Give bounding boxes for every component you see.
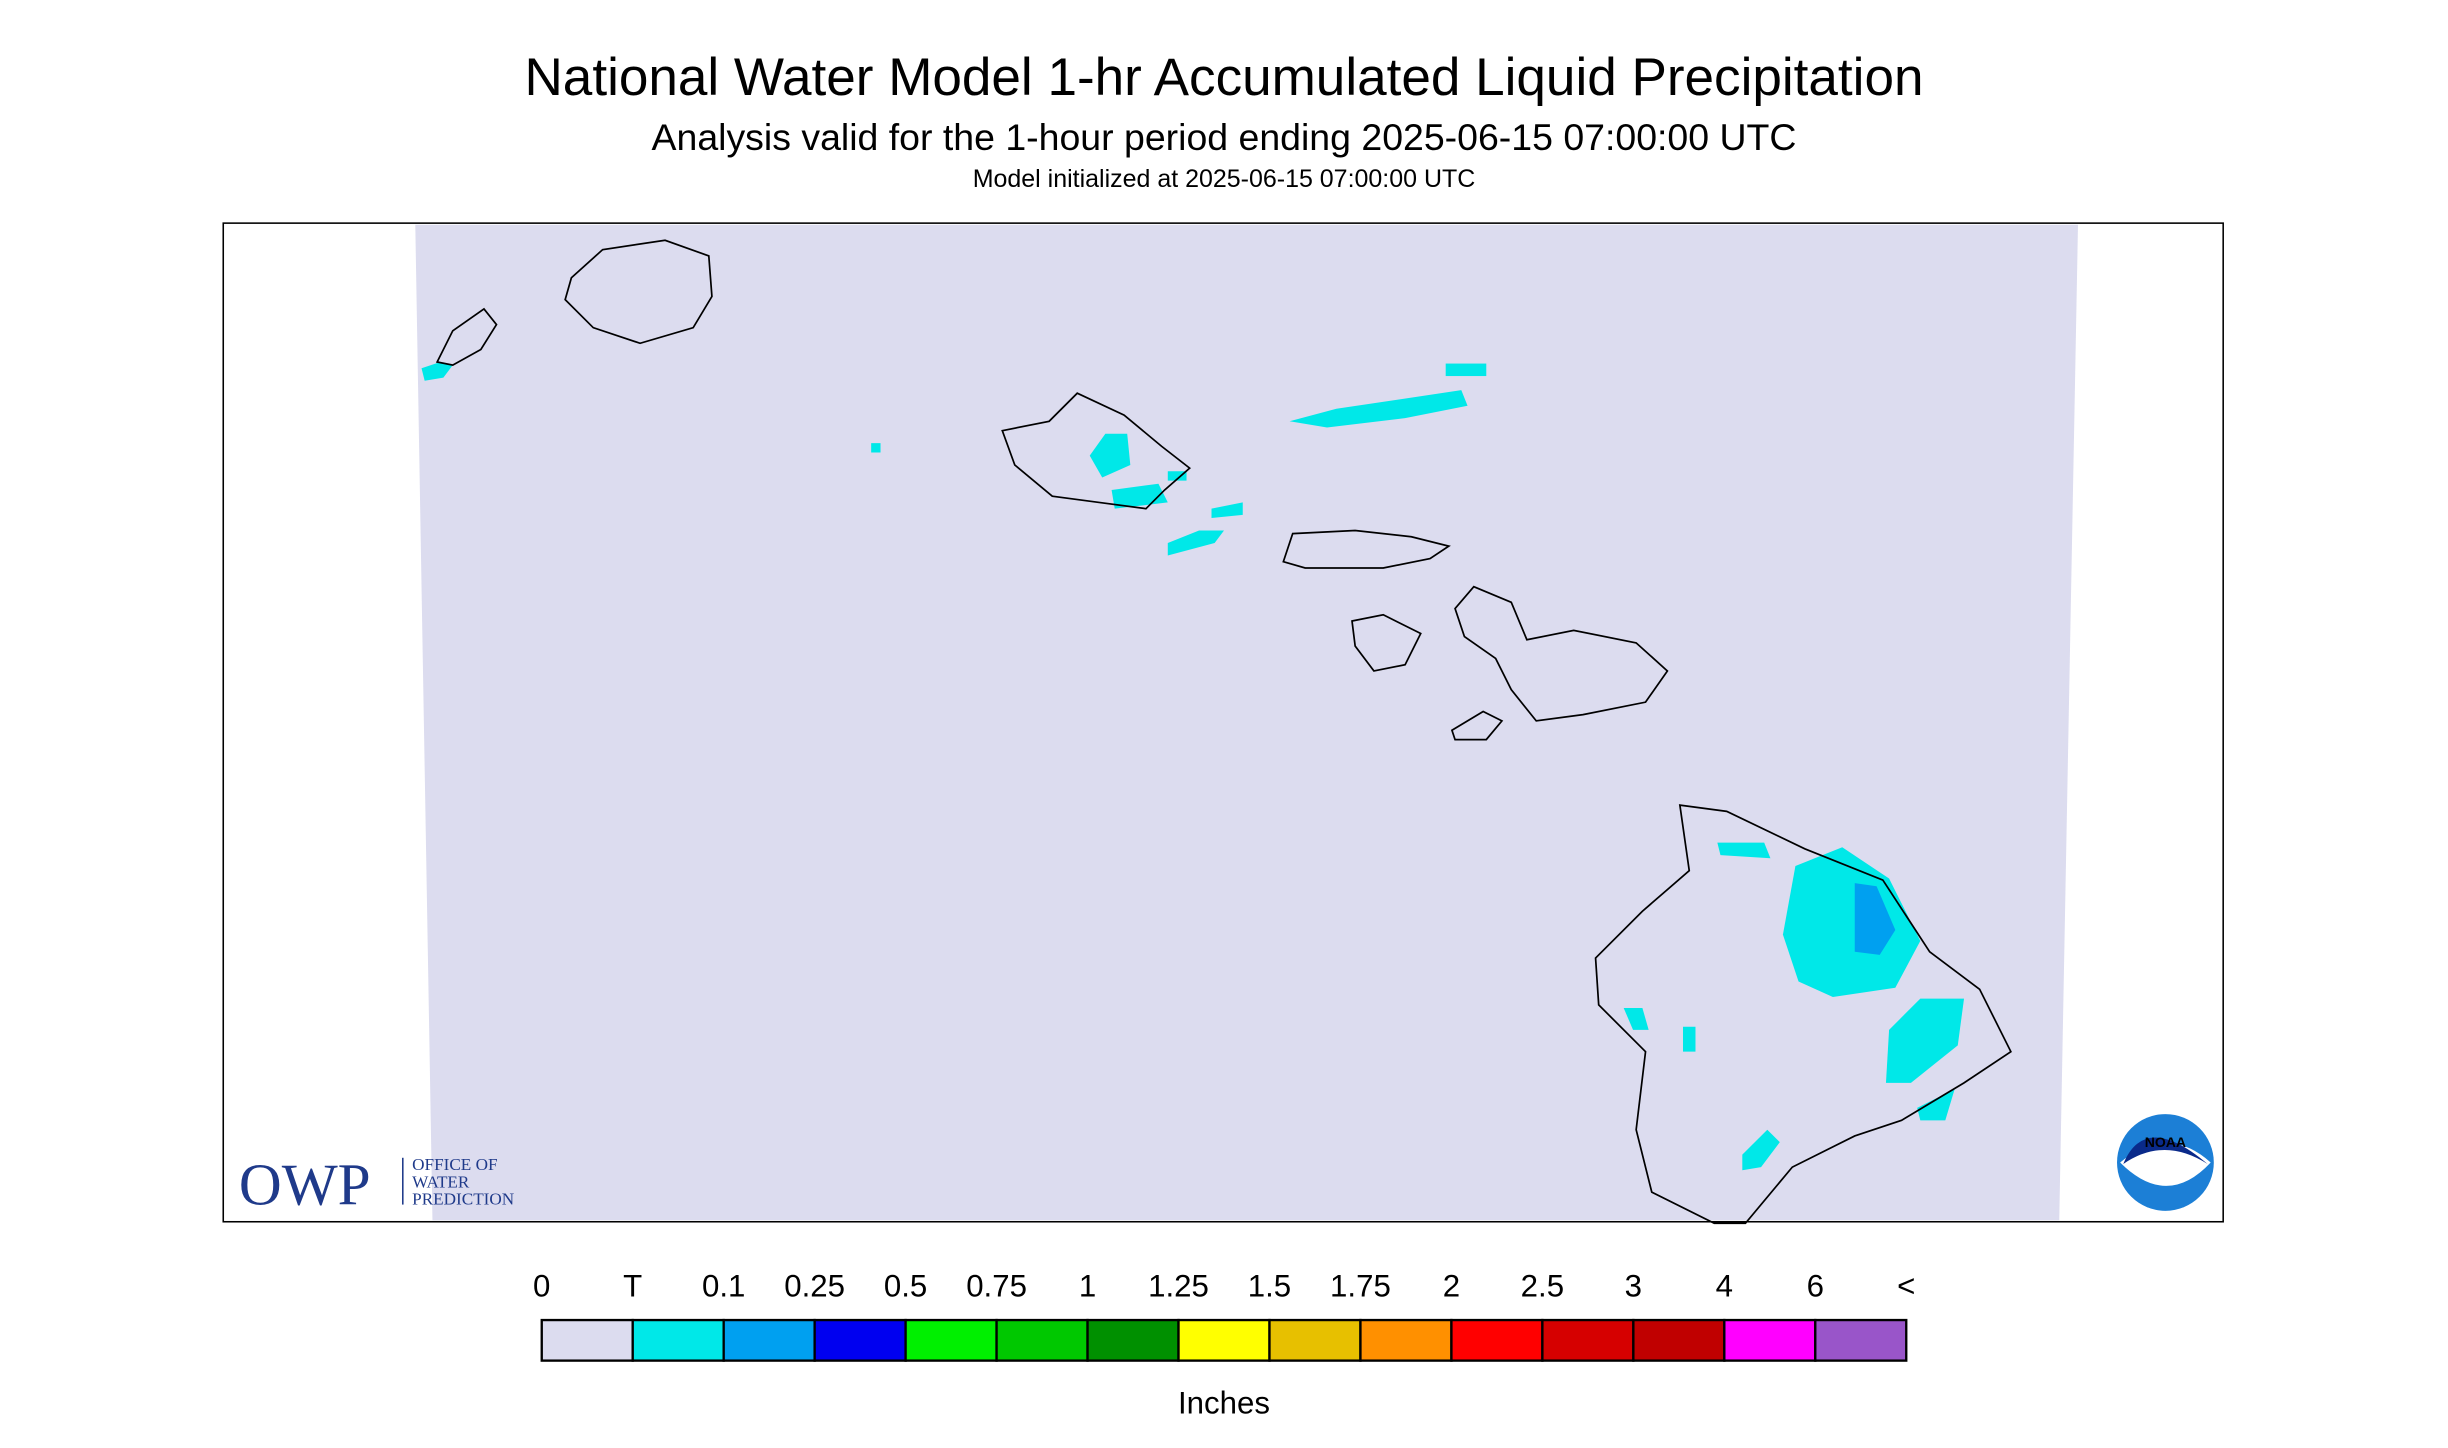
legend-swatch [1177, 1318, 1271, 1362]
legend-swatch [1086, 1318, 1180, 1362]
init-time: Model initialized at 2025-06-15 07:00:00… [973, 165, 1476, 193]
legend-swatch [1723, 1318, 1817, 1362]
legend-label: 1.5 [1248, 1269, 1291, 1304]
legend-label: 1.25 [1148, 1269, 1209, 1304]
legend-swatch [813, 1318, 907, 1362]
legend-swatch [1814, 1318, 1908, 1362]
legend-swatch [1632, 1318, 1726, 1362]
legend-label: 0.1 [702, 1269, 745, 1304]
noaa-text: NOAA [2145, 1134, 2186, 1150]
legend-label: 0.75 [966, 1269, 1027, 1304]
legend-label: < [1897, 1269, 1915, 1304]
legend-label: 2 [1443, 1269, 1460, 1304]
legend-swatch [540, 1318, 634, 1362]
legend-label: 2.5 [1521, 1269, 1564, 1304]
legend-swatch [1541, 1318, 1635, 1362]
legend-label: 0.25 [784, 1269, 845, 1304]
legend-swatch [1268, 1318, 1362, 1362]
owp-mark: OWP [239, 1152, 371, 1218]
legend-label: 1 [1079, 1269, 1096, 1304]
legend-swatch [995, 1318, 1089, 1362]
legend-swatch [722, 1318, 816, 1362]
owp-text: PREDICTION [412, 1190, 514, 1209]
subtitle: Analysis valid for the 1-hour period end… [652, 116, 1797, 158]
legend-swatch [1450, 1318, 1544, 1362]
title: National Water Model 1-hr Accumulated Li… [525, 48, 1924, 107]
legend-label: 3 [1625, 1269, 1642, 1304]
legend-swatch [631, 1318, 725, 1362]
owp-text: WATER [412, 1172, 470, 1191]
legend-swatch [904, 1318, 998, 1362]
owp-text: OFFICE OF [412, 1155, 497, 1174]
legend-label: 1.75 [1330, 1269, 1391, 1304]
model-domain [415, 224, 2078, 1221]
coastlines [435, 239, 2012, 1225]
legend-label: 0.5 [884, 1269, 927, 1304]
legend-label: T [623, 1269, 642, 1304]
legend-label: 6 [1807, 1269, 1824, 1304]
owp-logo: OWP OFFICE OF WATER PREDICTION [239, 1152, 514, 1218]
legend-label: 0 [533, 1269, 550, 1304]
legend-label: 4 [1716, 1269, 1733, 1304]
legend-unit: Inches [1178, 1386, 1270, 1421]
noaa-logo: NOAA [2117, 1114, 2214, 1211]
legend: 0 T 0.1 0.25 0.5 0.75 1 1.25 1.5 1.75 2 2.5 3 4 6 < [533, 1269, 1915, 1362]
legend-swatch [1359, 1318, 1453, 1362]
precip-areas [421, 362, 1965, 1171]
